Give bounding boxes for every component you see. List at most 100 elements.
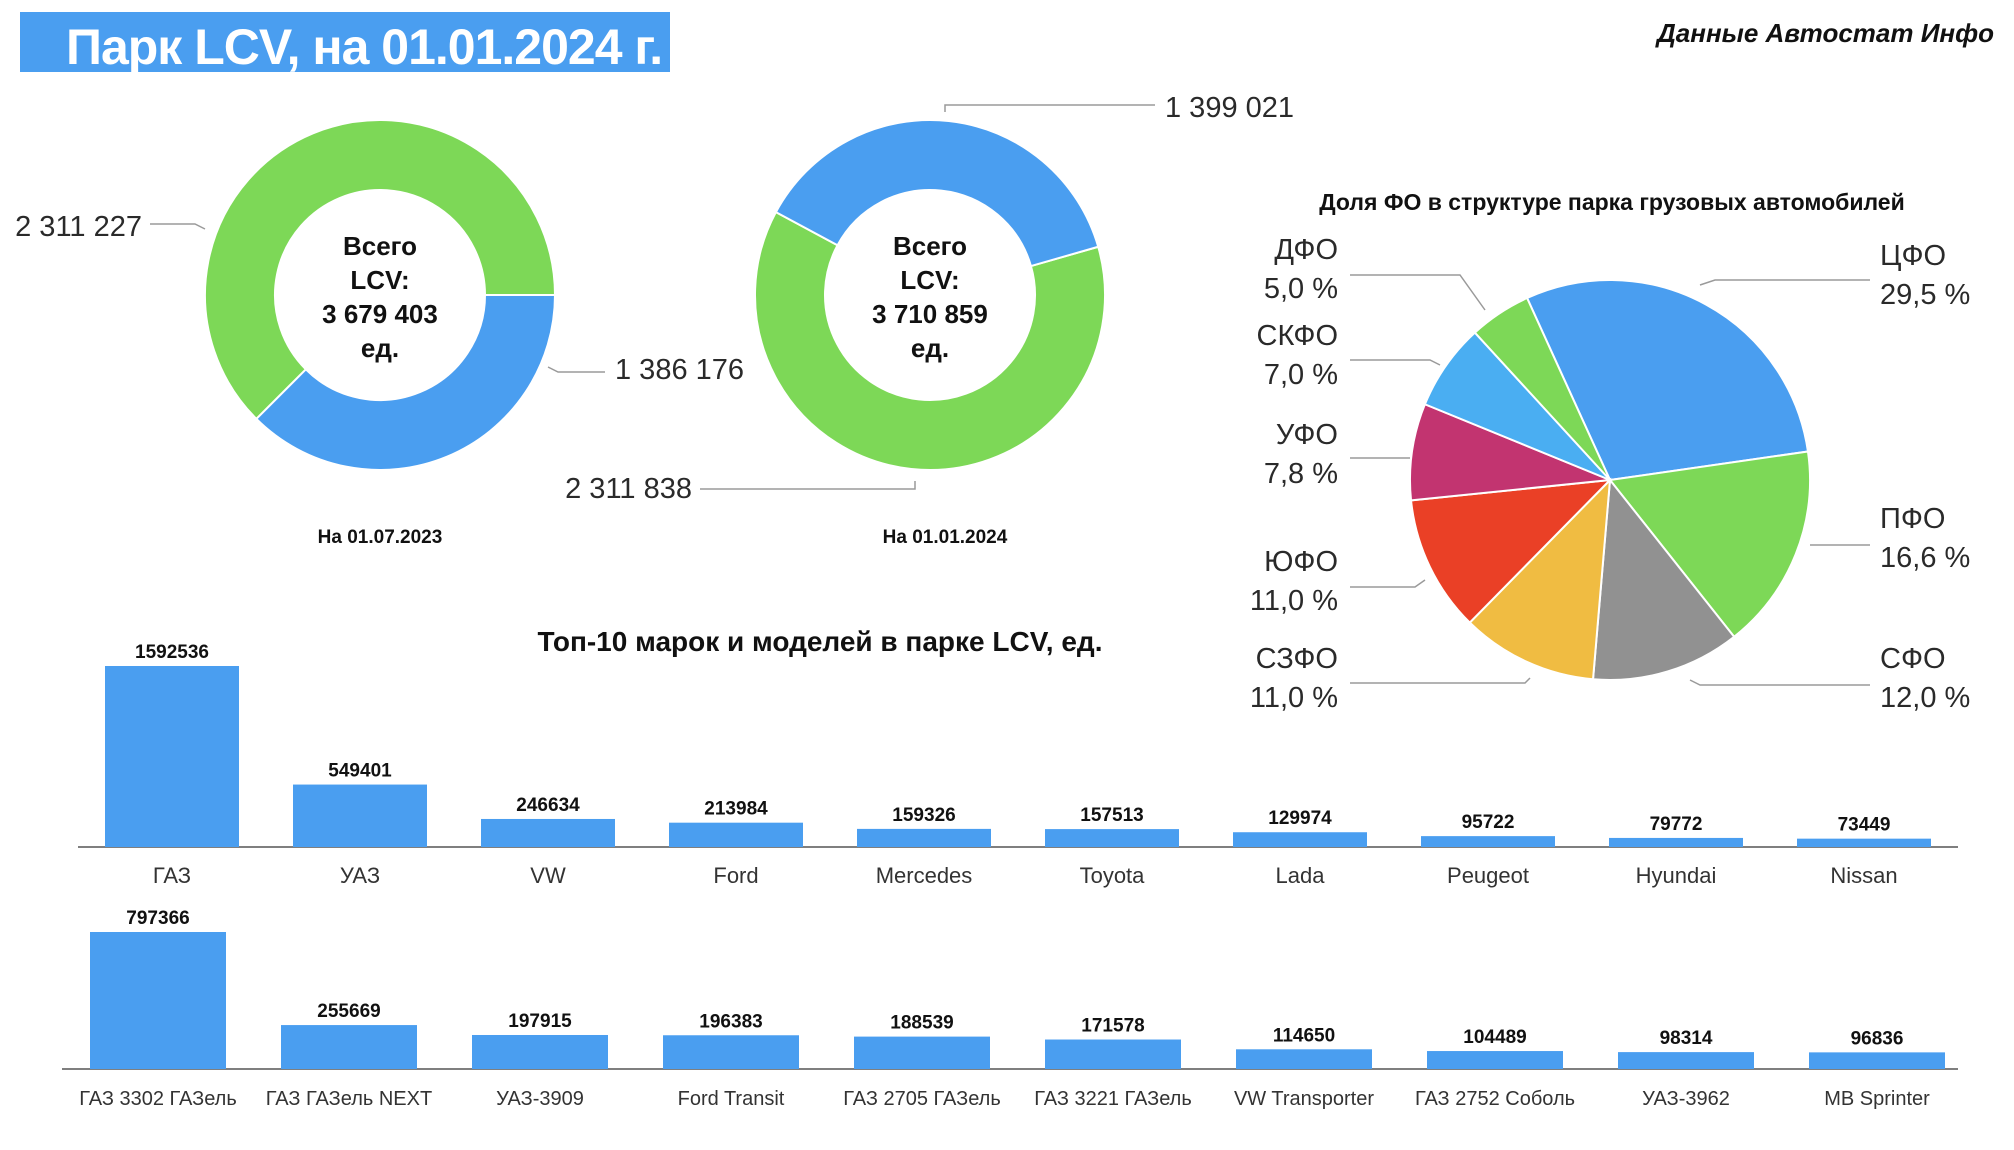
bar-chart-1-bar-2 <box>293 784 427 847</box>
bar-chart-2-category-5: ГАЗ 2705 ГАЗель <box>843 1088 1001 1110</box>
pie-label-name-ЦФО: ЦФО <box>1880 240 1946 272</box>
donut-2-leader-2 <box>944 104 1155 112</box>
bar-chart-1-category-8: Peugeot <box>1447 863 1529 888</box>
pie-slice-ЦФО <box>1525 279 1810 482</box>
donut-2-value-label-2: 1 399 021 <box>1165 92 1294 124</box>
bar-chart-2-category-4: Ford Transit <box>678 1088 785 1110</box>
pie-label-pct-СЗФО: 11,0 % <box>1250 682 1338 714</box>
pie-label-name-ПФО: ПФО <box>1880 503 1945 535</box>
bar-chart-1-category-4: Ford <box>713 863 758 888</box>
bar-chart-1-bar-9 <box>1609 837 1743 847</box>
bar-chart-1-category-7: Lada <box>1276 863 1326 888</box>
pie-label-pct-УФО: 7,8 % <box>1264 458 1338 490</box>
donut-2-center-text-4: ед. <box>911 333 949 363</box>
pie-leader-ДФО <box>1350 274 1486 311</box>
pie-leader-СЗФО <box>1350 677 1531 684</box>
bar-chart-1-bar-7 <box>1233 832 1367 847</box>
bar-chart-2-value-6: 171578 <box>1081 1016 1144 1037</box>
donut-2-center-text-1: Всего <box>893 231 967 261</box>
pie-leader-ЮФО <box>1350 579 1426 588</box>
pie-slice-ЮФО <box>1409 478 1613 625</box>
donut-2-center-text-3: 3 710 859 <box>872 299 988 329</box>
donut-2-caption: На 01.01.2024 <box>883 527 1008 548</box>
pie-label-pct-СФО: 12,0 % <box>1880 682 1970 714</box>
pie-label-name-СФО: СФО <box>1880 643 1946 675</box>
bar-chart-1-value-2: 549401 <box>328 761 392 782</box>
bar-chart-1-category-10: Nissan <box>1830 863 1897 888</box>
donut-1-slice-2 <box>204 119 557 421</box>
bar-chart-2-category-2: ГАЗ ГАЗель NEXT <box>266 1088 432 1110</box>
donut-2-center-text-2: LCV: <box>900 265 959 295</box>
bar-chart-2-category-8: ГАЗ 2752 Соболь <box>1415 1088 1575 1110</box>
donut-2-slice-1 <box>754 210 1106 471</box>
pie-label-name-СКФО: СКФО <box>1257 320 1338 352</box>
donut-1-center-text-1: Всего <box>343 231 417 261</box>
pie-label-pct-ДФО: 5,0 % <box>1264 273 1338 305</box>
pie-label-name-ЮФО: ЮФО <box>1264 546 1338 578</box>
bar-chart-2-category-3: УАЗ-3909 <box>496 1088 584 1110</box>
bar-chart-1-bar-10 <box>1797 838 1931 847</box>
donut-1-value-label-1: 1 386 176 <box>615 354 744 386</box>
bar-chart-2-bar-5 <box>854 1036 990 1069</box>
pie-slice-УФО <box>1409 402 1611 502</box>
bar-chart-1-category-5: Mercedes <box>876 863 973 888</box>
donut-1-caption: На 01.07.2023 <box>318 527 443 548</box>
pie-slice-ДФО <box>1473 296 1611 481</box>
donut-1-center-text-4: ед. <box>361 333 399 363</box>
pie-slice-ПФО <box>1608 450 1811 639</box>
donut-1-leader-2 <box>150 223 206 230</box>
page-title: Парк LCV, на 01.01.2024 г. <box>66 19 663 75</box>
bar-chart-1-bar-8 <box>1421 836 1555 847</box>
bar-chart-1-value-5: 159326 <box>892 805 955 826</box>
bar-chart-1-category-9: Hyundai <box>1636 863 1717 888</box>
bar-chart-1-value-10: 73449 <box>1838 815 1891 836</box>
title-banner: Парк LCV, на 01.01.2024 г. <box>20 12 670 75</box>
pie-leader-ЦФО <box>1699 279 1870 286</box>
bar-chart-2-bar-6 <box>1045 1039 1181 1069</box>
bar-chart-title: Топ-10 марок и моделей в парке LCV, ед. <box>538 626 1103 657</box>
pie-label-name-ДФО: ДФО <box>1274 234 1338 266</box>
bar-chart-1-value-4: 213984 <box>704 799 768 820</box>
bar-chart-2-value-2: 255669 <box>317 1001 380 1022</box>
pie-leader-СКФО <box>1350 359 1441 366</box>
bar-chart-1-bar-5 <box>857 828 991 847</box>
donut-1-value-label-2: 2 311 227 <box>15 211 142 243</box>
bar-chart-2-category-9: УАЗ-3962 <box>1642 1088 1730 1110</box>
bar-chart-2-bar-7 <box>1236 1049 1372 1069</box>
pie-leader-СФО <box>1689 679 1870 686</box>
bar-chart-1-value-6: 157513 <box>1080 805 1143 826</box>
donut-1-slice-1 <box>254 294 557 471</box>
pie-label-pct-ЮФО: 11,0 % <box>1250 585 1338 617</box>
bar-chart-2-value-9: 98314 <box>1660 1028 1713 1049</box>
bar-chart-2-category-1: ГАЗ 3302 ГАЗель <box>79 1088 237 1110</box>
bar-chart-2-bar-2 <box>281 1025 417 1069</box>
bar-chart-1-category-2: УАЗ <box>340 863 380 888</box>
bar-chart-2-bar-1 <box>90 932 226 1069</box>
bar-chart-2-value-10: 96836 <box>1851 1028 1904 1049</box>
donut-2-leader-1 <box>700 481 916 490</box>
donut-2-slice-2 <box>774 119 1100 268</box>
pie-title: Доля ФО в структуре парка грузовых автом… <box>1319 189 1904 215</box>
bar-chart-2-bar-4 <box>663 1035 799 1069</box>
bar-chart-2-value-8: 104489 <box>1463 1027 1526 1048</box>
bar-chart-2-value-1: 797366 <box>126 908 189 929</box>
pie-label-name-УФО: УФО <box>1276 419 1338 451</box>
pie-label-pct-СКФО: 7,0 % <box>1264 359 1338 391</box>
bar-chart-2-category-6: ГАЗ 3221 ГАЗель <box>1034 1088 1192 1110</box>
bar-chart-1-category-6: Toyota <box>1080 863 1146 888</box>
bar-chart-1-value-8: 95722 <box>1462 812 1515 833</box>
bar-chart-1-bar-1 <box>105 666 239 847</box>
donut-2-value-label-1: 2 311 838 <box>565 473 692 505</box>
bar-chart-2-value-5: 188539 <box>890 1013 953 1034</box>
bar-chart-1-category-3: VW <box>530 863 566 888</box>
bar-chart-1-value-7: 129974 <box>1268 808 1332 829</box>
bar-chart-2-value-3: 197915 <box>508 1011 572 1032</box>
donut-1-leader-1 <box>547 366 605 373</box>
donut-1-center-text-2: LCV: <box>350 265 409 295</box>
bar-chart-1-category-1: ГАЗ <box>153 863 191 888</box>
bar-chart-2-bar-8 <box>1427 1051 1563 1069</box>
bar-chart-1-value-9: 79772 <box>1650 814 1703 835</box>
bar-chart-1-value-3: 246634 <box>516 795 580 816</box>
bar-chart-2-value-4: 196383 <box>699 1011 762 1032</box>
